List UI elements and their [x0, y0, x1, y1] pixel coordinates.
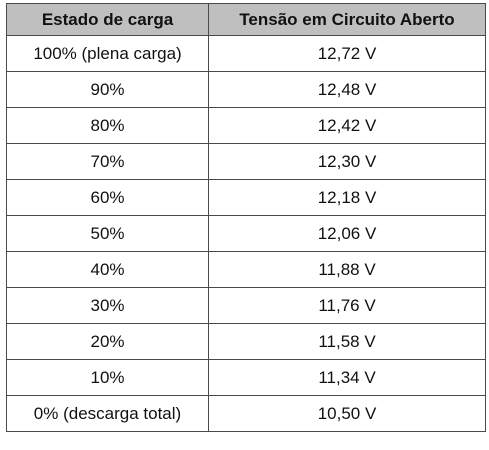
charge-state-cell: 0% (descarga total): [6, 395, 209, 432]
voltage-cell: 11,76 V: [208, 287, 486, 324]
charge-state-cell: 80%: [6, 107, 209, 144]
table-row: 20% 11,58 V: [6, 323, 486, 360]
table-row: 0% (descarga total) 10,50 V: [6, 395, 486, 432]
charge-state-cell: 20%: [6, 323, 209, 360]
voltage-cell: 10,50 V: [208, 395, 486, 432]
charge-state-cell: 30%: [6, 287, 209, 324]
table-row: 80% 12,42 V: [6, 107, 486, 144]
charge-state-cell: 90%: [6, 71, 209, 108]
voltage-cell: 12,48 V: [208, 71, 486, 108]
table-row: 90% 12,48 V: [6, 71, 486, 108]
charge-voltage-table: Estado de carga Tensão em Circuito Abert…: [6, 3, 486, 432]
column-header-open-circuit-voltage: Tensão em Circuito Aberto: [208, 3, 486, 36]
voltage-cell: 12,72 V: [208, 35, 486, 72]
charge-state-cell: 60%: [6, 179, 209, 216]
table-container: Estado de carga Tensão em Circuito Abert…: [6, 3, 486, 432]
charge-state-cell: 10%: [6, 359, 209, 396]
voltage-cell: 12,42 V: [208, 107, 486, 144]
charge-state-cell: 40%: [6, 251, 209, 288]
table-row: 60% 12,18 V: [6, 179, 486, 216]
table-row: 70% 12,30 V: [6, 143, 486, 180]
table-row: 10% 11,34 V: [6, 359, 486, 396]
voltage-cell: 11,34 V: [208, 359, 486, 396]
table-row: 40% 11,88 V: [6, 251, 486, 288]
table-row: 30% 11,76 V: [6, 287, 486, 324]
voltage-cell: 12,18 V: [208, 179, 486, 216]
charge-state-cell: 50%: [6, 215, 209, 252]
charge-state-cell: 100% (plena carga): [6, 35, 209, 72]
table-row: 100% (plena carga) 12,72 V: [6, 35, 486, 72]
charge-state-cell: 70%: [6, 143, 209, 180]
column-header-charge-state: Estado de carga: [6, 3, 209, 36]
table-row: 50% 12,06 V: [6, 215, 486, 252]
voltage-cell: 11,58 V: [208, 323, 486, 360]
voltage-cell: 11,88 V: [208, 251, 486, 288]
voltage-cell: 12,06 V: [208, 215, 486, 252]
header-row: Estado de carga Tensão em Circuito Abert…: [6, 3, 486, 36]
voltage-cell: 12,30 V: [208, 143, 486, 180]
